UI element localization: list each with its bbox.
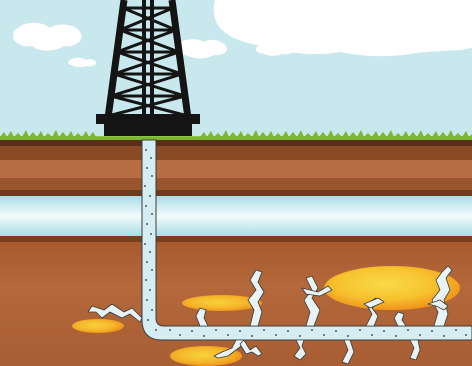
clouds [13, 0, 472, 68]
soil-layers [0, 140, 472, 196]
wellbore [141, 139, 472, 341]
grass-surface [0, 130, 472, 142]
oil-pockets [72, 266, 460, 366]
vertical-wellbore [141, 139, 472, 341]
aquifer-layer [0, 196, 472, 236]
fractures [87, 265, 453, 365]
drilling-derrick [96, 0, 200, 138]
